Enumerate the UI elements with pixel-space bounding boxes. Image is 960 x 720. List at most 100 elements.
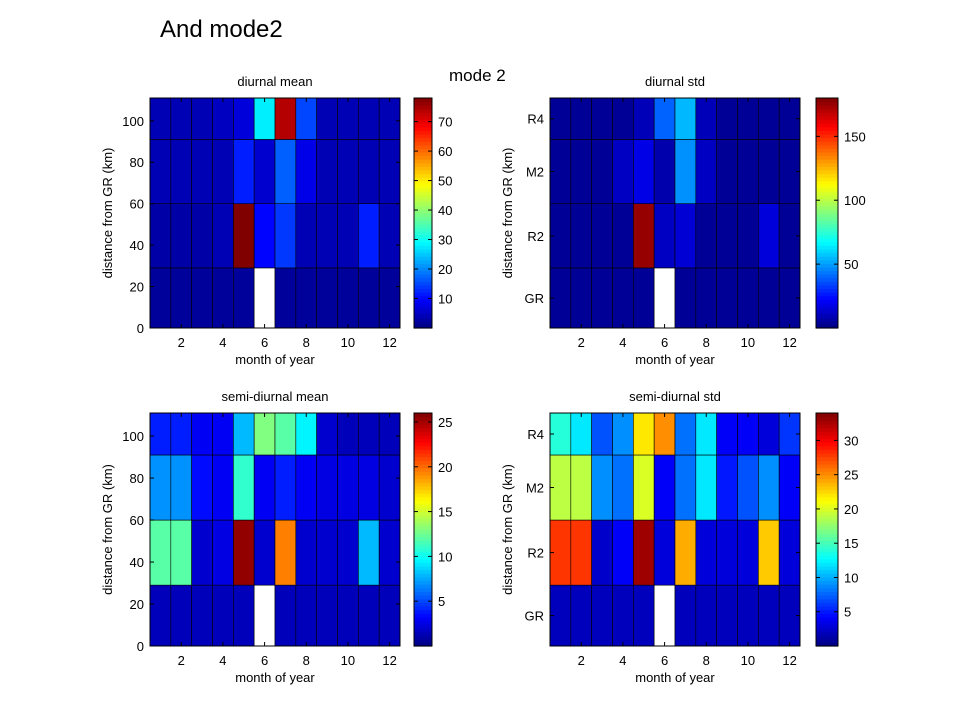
colorbar-segment (816, 504, 838, 509)
colorbar-segment (414, 112, 432, 117)
heatmap-cell (612, 412, 634, 456)
heatmap-cell (378, 267, 401, 329)
colorbar-tick-label: 50 (844, 257, 858, 272)
colorbar-segment (816, 449, 838, 454)
colorbar-segment (414, 624, 432, 629)
heatmap-cell (758, 267, 780, 329)
colorbar-tick-label: 10 (438, 549, 452, 564)
colorbar-segment (816, 220, 838, 225)
colorbar-tick-label: 5 (844, 605, 851, 620)
heatmap-cell (233, 412, 255, 456)
colorbar-segment (816, 445, 838, 451)
heatmap-cell (758, 139, 780, 204)
panel-title: semi-diurnal std (629, 389, 721, 404)
heatmap-cell (674, 584, 697, 647)
colorbar-segment (816, 252, 838, 257)
colorbar-segment (816, 620, 838, 625)
colorbar-segment (414, 605, 432, 611)
heatmap-cell (570, 519, 592, 586)
heatmap-cell (316, 97, 338, 140)
colorbar-segment (414, 438, 432, 443)
colorbar-segment (816, 144, 838, 149)
heatmap-cell (149, 584, 172, 647)
colorbar-segment (414, 442, 432, 447)
colorbar-segment (414, 270, 432, 275)
colorbar-segment (414, 569, 432, 574)
colorbar-segment (816, 263, 838, 268)
colorbar-segment (816, 292, 838, 297)
colorbar-segment (414, 500, 432, 505)
colorbar-segment (816, 485, 838, 491)
colorbar-segment (414, 313, 432, 318)
heatmap-cell (570, 203, 592, 269)
colorbar-segment (414, 310, 432, 315)
colorbar-segment (414, 302, 432, 308)
heatmap-cell (253, 203, 276, 269)
heatmap-cell (716, 97, 738, 140)
heatmap-cell (170, 267, 192, 329)
colorbar-tick-label: 25 (438, 415, 452, 430)
heatmap-cell (274, 412, 297, 456)
colorbar-segment (816, 522, 838, 527)
colorbar-segment (414, 434, 432, 440)
colorbar-segment (816, 489, 838, 494)
colorbar-segment (414, 220, 432, 225)
colorbar-segment (816, 223, 838, 228)
heatmap-cell (253, 267, 276, 329)
colorbar-segment (816, 230, 838, 236)
heatmap-cell (633, 203, 655, 269)
x-tick-label: 12 (782, 335, 796, 350)
colorbar-segment (414, 137, 432, 142)
colorbar-segment (414, 522, 432, 527)
plot-frame (149, 412, 401, 647)
heatmap-cell (570, 267, 592, 329)
colorbar-segment (816, 123, 838, 128)
heatmap-cell (758, 203, 780, 269)
heatmap-cell (253, 519, 276, 586)
x-tick-label: 10 (741, 653, 755, 668)
colorbar-segment (414, 533, 432, 538)
colorbar-segment (414, 478, 432, 483)
heatmap-cell (758, 454, 780, 521)
colorbar-segment (414, 616, 432, 622)
colorbar: 50 100 150 (815, 97, 866, 329)
heatmap-cell (358, 139, 380, 204)
x-tick-label: 2 (178, 653, 185, 668)
heatmap-cell (337, 454, 359, 521)
colorbar-segment (414, 518, 432, 523)
colorbar-tick-label: 20 (844, 502, 858, 517)
colorbar-segment (414, 98, 432, 103)
colorbar-segment (816, 126, 838, 131)
colorbar-segment (414, 529, 432, 534)
colorbar-segment (414, 453, 432, 458)
colorbar-segment (816, 627, 838, 633)
colorbar-segment (816, 98, 838, 103)
colorbar-segment (414, 123, 432, 128)
heatmap-cell (337, 203, 359, 269)
x-tick-label: 4 (619, 653, 626, 668)
colorbar-segment (414, 584, 432, 589)
colorbar-segment (816, 270, 838, 275)
heatmap-cell (233, 454, 255, 521)
colorbar-segment (816, 507, 838, 512)
colorbar-segment (816, 642, 838, 647)
heatmap-cell (358, 454, 380, 521)
heatmap-cell (653, 139, 676, 204)
heatmap-cell (295, 454, 317, 521)
y-tick-label: 40 (130, 555, 144, 570)
colorbar-segment (414, 105, 432, 110)
colorbar-segment (414, 180, 432, 185)
y-tick-label: 60 (130, 513, 144, 528)
heatmap-cell (253, 139, 276, 204)
colorbar-segment (414, 133, 432, 139)
heatmap-cell (612, 584, 634, 647)
colorbar-segment (414, 191, 432, 196)
heatmap-cell (378, 454, 401, 521)
colorbar-segment (414, 306, 432, 311)
heatmap-cell (212, 454, 234, 521)
heatmap-panel-2: diurnal std 2 4 6 8 10 12 month of year GR R2 M2 R4… (500, 74, 866, 367)
y-tick-label: GR (525, 291, 545, 306)
colorbar-segment (414, 259, 432, 264)
heatmap-cell (149, 97, 172, 140)
colorbar-segment (816, 248, 838, 254)
